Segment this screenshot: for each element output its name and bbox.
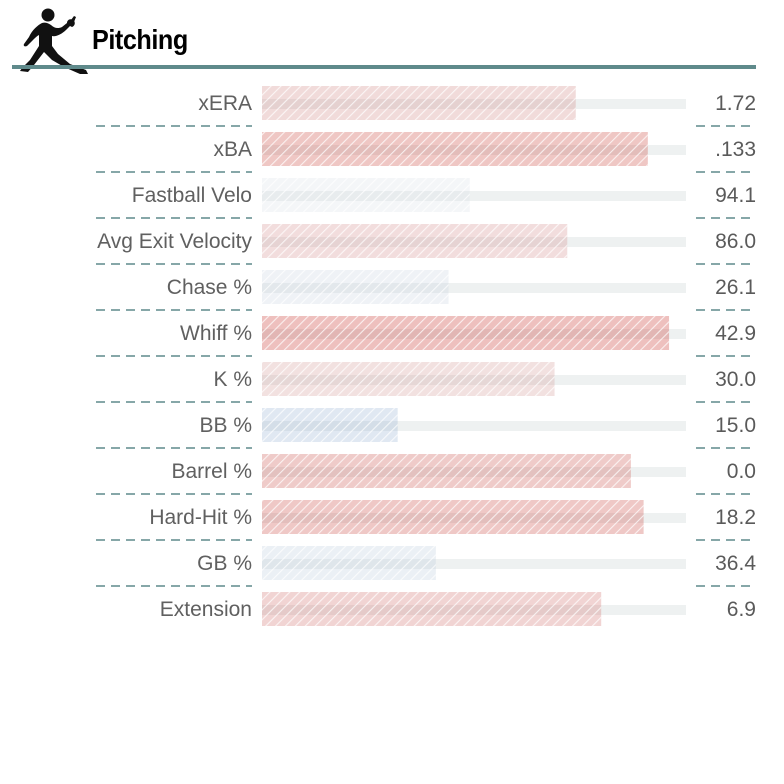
category-label: Fastball Velo [132, 184, 252, 207]
value-label: 0.0 [727, 460, 756, 483]
bar-hatch [262, 408, 398, 442]
category-label: K % [213, 368, 252, 391]
chart-row: Whiff % 42.9 [96, 316, 756, 357]
bar-hatch [262, 316, 670, 350]
bar-hatch [262, 132, 648, 166]
bar-hatch [262, 270, 449, 304]
chart-row: Fastball Velo 94.1 [96, 178, 756, 219]
value-label: 30.0 [715, 368, 756, 391]
category-label: Chase % [167, 276, 252, 299]
chart-row: xERA 1.72 [96, 86, 756, 127]
category-label: Extension [160, 598, 252, 621]
header-divider [12, 65, 756, 69]
chart-row: Avg Exit Velocity 86.0 [96, 224, 756, 265]
chart-row: K % 30.0 [96, 362, 756, 403]
value-label: 6.9 [727, 598, 756, 621]
bar-track [262, 283, 686, 293]
bar-track [262, 559, 686, 569]
bar-track [262, 191, 686, 201]
value-label: 26.1 [715, 276, 756, 299]
value-label: 86.0 [715, 230, 756, 253]
category-label: Whiff % [180, 322, 252, 345]
bar-hatch [262, 86, 576, 120]
chart-row: GB % 36.4 [96, 546, 756, 587]
category-label: BB % [199, 414, 252, 437]
value-label: 42.9 [715, 322, 756, 345]
chart-row: Barrel % 0.0 [96, 454, 756, 495]
value-label: 15.0 [715, 414, 756, 437]
value-label: 94.1 [715, 184, 756, 207]
bar-hatch [262, 592, 602, 626]
value-label: 36.4 [715, 552, 756, 575]
bar-hatch [262, 500, 644, 534]
pitcher-icon [20, 8, 88, 74]
chart-row: Chase % 26.1 [96, 270, 756, 311]
page-title: Pitching [92, 24, 188, 55]
bar-hatch [262, 224, 568, 258]
category-label: GB % [197, 552, 252, 575]
category-label: Hard-Hit % [149, 506, 252, 529]
bar-hatch [262, 454, 631, 488]
bar-hatch [262, 546, 436, 580]
section-header: Pitching [0, 0, 784, 76]
value-label: .133 [715, 138, 756, 161]
category-label: xBA [213, 138, 252, 161]
category-label: Avg Exit Velocity [97, 230, 252, 253]
chart-row: BB % 15.0 [96, 408, 756, 449]
chart-rows: xERA 1.72 xBA .133 Fastball Velo 94.1 Avg Exit… [96, 86, 756, 626]
chart-row: xBA .133 [96, 132, 756, 173]
category-label: xERA [198, 92, 252, 115]
value-label: 1.72 [715, 92, 756, 115]
value-label: 18.2 [715, 506, 756, 529]
bar-hatch [262, 362, 555, 396]
category-label: Barrel % [171, 460, 252, 483]
bar-hatch [262, 178, 470, 212]
chart-row: Extension 6.9 [160, 592, 756, 626]
bar-track [262, 421, 686, 431]
chart-row: Hard-Hit % 18.2 [96, 500, 756, 541]
